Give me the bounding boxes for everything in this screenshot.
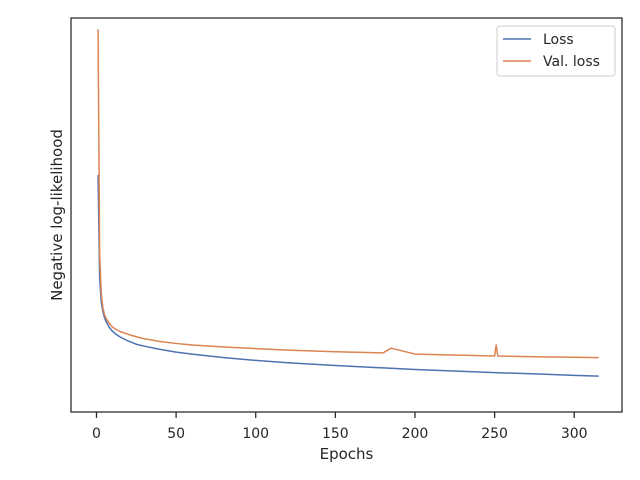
x-axis: 0 50 100 150 200 250 300 — [92, 412, 588, 442]
legend-label: Val. loss — [543, 54, 600, 70]
x-tick-label: 50 — [167, 426, 185, 442]
x-tick-label: 150 — [322, 426, 349, 442]
legend: Loss Val. loss — [496, 25, 616, 77]
y-axis-label: Negative log-likelihood — [48, 129, 66, 301]
x-tick-label: 300 — [561, 426, 588, 442]
x-axis-label: Epochs — [320, 445, 374, 463]
x-tick-label: 200 — [402, 426, 429, 442]
x-tick-label: 250 — [481, 426, 508, 442]
x-tick-label: 0 — [92, 426, 101, 442]
series-line-2 — [97, 29, 599, 359]
plot-frame — [70, 17, 623, 413]
series-line-1 — [97, 174, 599, 377]
x-tick-label: 100 — [242, 426, 269, 442]
plot-area — [97, 29, 599, 377]
legend-label: Loss — [543, 32, 574, 48]
